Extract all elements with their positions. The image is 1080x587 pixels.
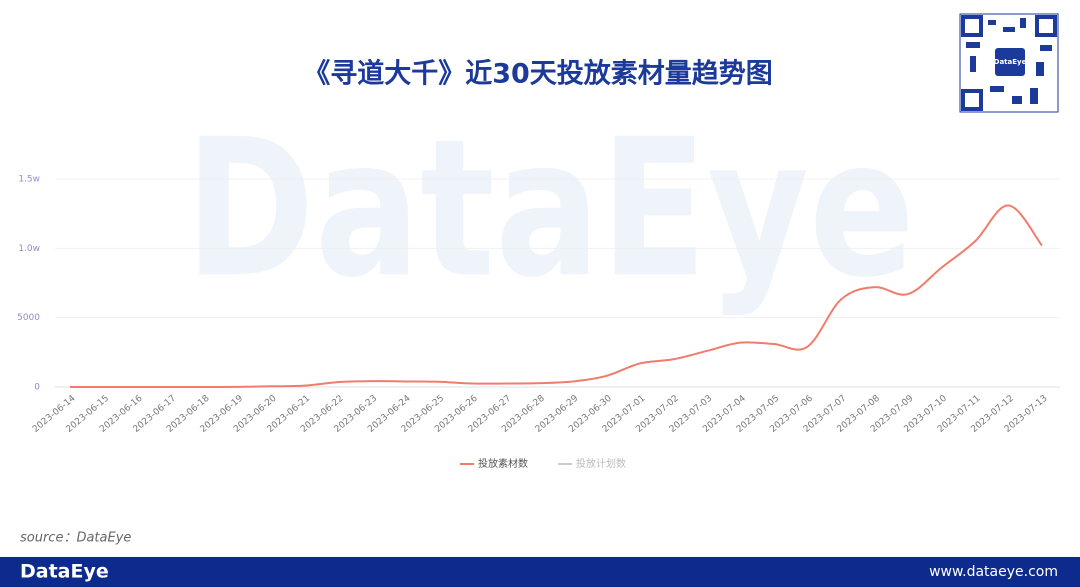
chart-title: 《寻道大千》近30天投放素材量趋势图 xyxy=(303,58,773,90)
series-line xyxy=(69,204,1043,389)
qr-code: DataEye xyxy=(959,13,1059,113)
y-tick-label: 5000 xyxy=(17,313,40,323)
qr-label: DataEye xyxy=(994,58,1027,66)
y-tick-label: 1.5w xyxy=(18,175,40,185)
footer-bar xyxy=(0,557,1080,587)
y-tick-label: 0 xyxy=(34,383,40,393)
legend-label: 投放计划数 xyxy=(576,457,626,470)
y-tick-label: 1.0w xyxy=(18,244,40,254)
footer-brand: DataEye xyxy=(20,561,109,583)
watermark: DataEye xyxy=(185,98,915,319)
footer-url: www.dataeye.com xyxy=(929,564,1058,580)
source: source：DataEye xyxy=(20,531,131,546)
legend-label: 投放素材数 xyxy=(478,457,528,470)
